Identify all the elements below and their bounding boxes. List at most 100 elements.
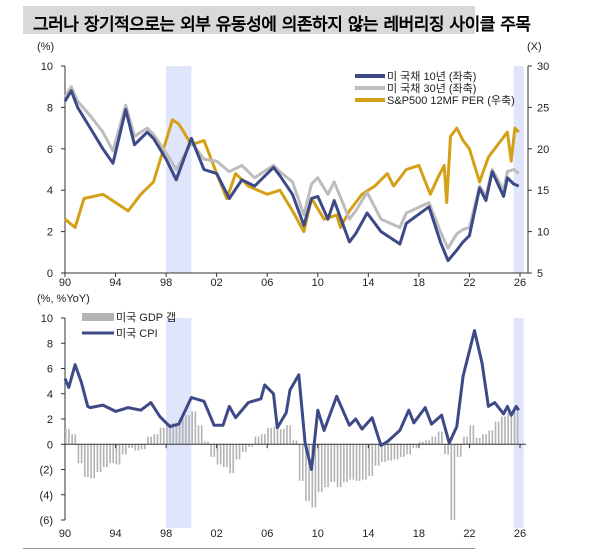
x-tick-label: 98 (160, 277, 172, 289)
gdp-gap-bar (365, 444, 367, 480)
gdp-gap-bar (478, 437, 481, 445)
gdp-gap-bar (422, 441, 424, 445)
right-tick-label: 30 (537, 61, 549, 73)
gdp-gap-bar (159, 427, 162, 445)
gdp-gap-bar (172, 422, 175, 445)
gdp-gap-bar (384, 444, 386, 462)
gdp-gap-bar (349, 444, 351, 480)
bottom-divider (23, 548, 475, 549)
gdp-gap-bar (238, 444, 241, 460)
y-tick-label: (2) (40, 465, 53, 477)
gdp-gap-bar (96, 444, 99, 473)
gdp-gap-bar (80, 444, 83, 464)
gdp-gap-bar (314, 444, 317, 508)
gdp-gap-bar (276, 426, 279, 445)
x-tick-label: 98 (160, 528, 172, 540)
gdp-gap-bar (497, 421, 500, 445)
gdp-gap-bar (371, 444, 374, 476)
gdp-gap-bar (343, 444, 345, 483)
left-tick-label: 8 (47, 102, 53, 114)
right-tick-label: 10 (537, 227, 549, 239)
left-tick-label: 6 (47, 144, 53, 156)
left-tick-label: 10 (41, 61, 53, 73)
right-tick-label: 20 (537, 144, 549, 156)
gdp-gap-bar (150, 436, 152, 445)
gdp-gap-bar (428, 440, 430, 445)
gdp-gap-bar (245, 444, 247, 452)
left-tick-label: 4 (47, 185, 53, 197)
gdp-gap-bar (358, 444, 361, 481)
gdp-gap-bar (396, 444, 399, 460)
gdp-gap-bar (362, 444, 364, 480)
gdp-gap-bar (475, 437, 478, 445)
x-tick-label: 10 (312, 528, 324, 540)
gdp-gap-bar (248, 444, 250, 447)
x-tick-label: 22 (463, 277, 475, 289)
gdp-gap-bar (147, 436, 149, 445)
gdp-gap-bar (390, 444, 393, 461)
shaded-period (513, 66, 524, 273)
x-tick-label: 14 (362, 277, 374, 289)
right-tick-label: 25 (537, 102, 549, 114)
gdp-gap-bar (115, 444, 118, 465)
gdp-gap-bar (128, 444, 130, 449)
right-tick-label: 15 (537, 185, 549, 197)
gdp-gap-bar (425, 440, 427, 445)
gdp-gap-bar (188, 415, 190, 445)
left-axis-unit: (%) (37, 41, 54, 53)
gdp-gap-bar (273, 426, 276, 445)
gdp-gap-bar (510, 412, 513, 445)
gdp-gap-bar (153, 434, 156, 445)
gdp-gap-bar (270, 427, 272, 445)
gdp-gap-bar (494, 421, 497, 445)
gdp-gap-bar (260, 434, 263, 445)
gdp-gap-bar (267, 427, 269, 445)
x-tick-label: 06 (261, 277, 273, 289)
axis-unit: (%, %YoY) (37, 293, 90, 305)
gdp-gap-bar (431, 436, 434, 445)
gdp-gap-bar (162, 427, 165, 445)
gdp-gap-bar (137, 444, 140, 451)
gdp-gap-bar (185, 415, 187, 445)
gdp-gap-bar (469, 425, 472, 445)
gdp-gap-bar (289, 425, 291, 445)
x-tick-label: 14 (362, 528, 374, 540)
gdp-gap-bar (399, 444, 402, 457)
series-line-1 (63, 85, 520, 250)
gdp-gap-bar (447, 444, 449, 455)
gdp-gap-bar (279, 429, 282, 445)
gdp-gap-bar (229, 444, 231, 474)
gdp-gap-bar (459, 444, 462, 457)
x-tick-label: 90 (59, 528, 71, 540)
gdp-gap-bar (83, 444, 86, 478)
legend-label: 미국 CPI (116, 327, 158, 340)
gdp-gap-bar (301, 444, 304, 481)
gdp-gap-bar (406, 444, 408, 455)
gdp-gap-bar (125, 444, 127, 455)
gdp-gap-bar (501, 416, 503, 445)
gdp-gap-bar (235, 444, 238, 460)
gdp-gap-bar (368, 444, 370, 476)
y-tick-label: (6) (40, 515, 53, 527)
gdp-gap-bar (336, 444, 339, 488)
gdp-gap-bar (140, 444, 143, 450)
x-tick-label: 26 (514, 277, 526, 289)
gdp-gap-bar (295, 440, 298, 445)
gdp-gap-bar (409, 444, 412, 455)
gdp-gap-bar (482, 434, 484, 445)
gdp-gap-bar (339, 444, 342, 488)
gdp-gap-bar (333, 444, 336, 483)
gdp-gap-bar (112, 444, 114, 464)
gdp-gap-bar (485, 434, 487, 445)
gdp-gap-bar (251, 444, 254, 447)
gdp-gap-bar (210, 444, 212, 457)
gdp-gap-bar (109, 444, 111, 464)
gdp-gap-bar (194, 411, 197, 445)
gdp-gap-bar (415, 444, 418, 449)
gdp-gap-bar (346, 444, 348, 483)
gdp-gap-bar (456, 444, 459, 457)
gdp-gap-bar (254, 436, 257, 445)
gdp-gap-bar (216, 444, 219, 465)
gdp-gap-bar (491, 430, 494, 445)
